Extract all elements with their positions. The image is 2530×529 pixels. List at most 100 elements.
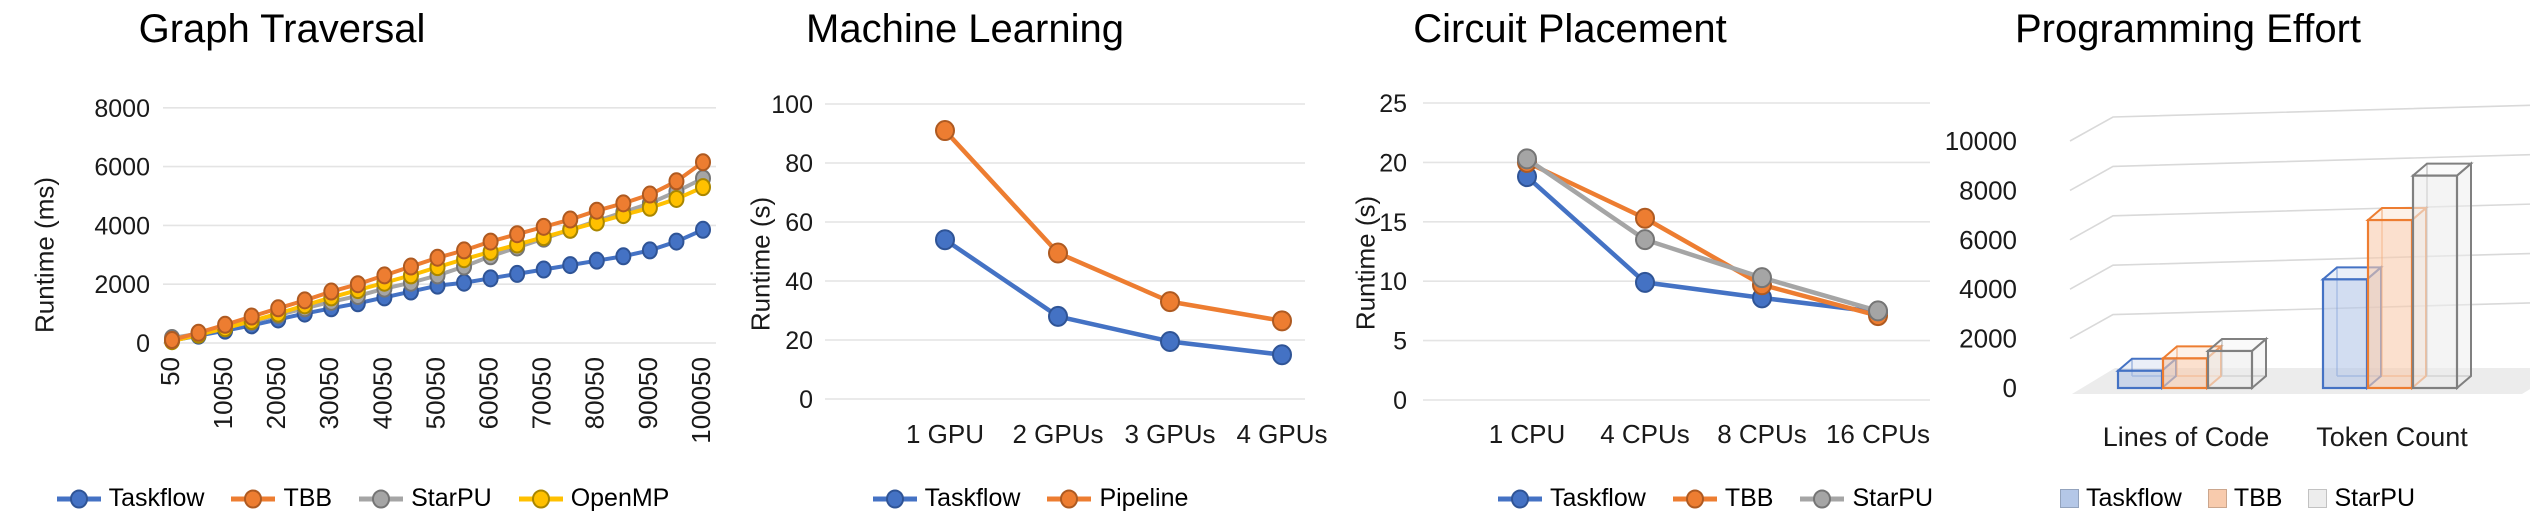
series-line-pipeline <box>943 129 1283 324</box>
chart-panel-machine-learning: Machine Learning Runtime (s) 0 20 40 60 80 10… <box>725 0 1335 529</box>
legend-swatch-starpu <box>2308 489 2328 508</box>
legend-item-tbb: TBB <box>1672 484 1773 513</box>
legend-label: TBB <box>283 484 333 512</box>
bar3d-taskflow-token-count-front-face <box>2321 278 2369 390</box>
data-point-pipeline <box>935 120 955 142</box>
series-line-taskflow <box>1525 174 1879 315</box>
data-point-taskflow <box>1635 271 1655 293</box>
data-point-pipeline <box>1160 291 1180 313</box>
data-point-taskflow <box>535 260 552 279</box>
x-tick-label: 10050 <box>208 357 238 429</box>
data-point-taskflow <box>1272 344 1292 366</box>
data-point-taskflow <box>935 229 955 251</box>
legend-label: StarPU <box>411 484 492 512</box>
data-point-tbb <box>164 331 180 350</box>
legend-dot <box>244 489 263 508</box>
chart-title: Circuit Placement <box>1413 7 1727 51</box>
y-tick-label: 80 <box>785 150 813 178</box>
legend-dot <box>1813 489 1832 508</box>
chart-title: Machine Learning <box>806 7 1124 51</box>
y-tick-label: 40 <box>785 268 813 296</box>
y-tick-label: 0 <box>799 386 813 414</box>
x-tick-label: 1 CPU <box>1489 419 1566 449</box>
data-point-tbb <box>641 185 658 204</box>
legend-item-taskflow: Taskflow <box>1497 484 1646 513</box>
bar3d-taskflow-lines-of-code-front-face <box>2116 369 2164 390</box>
gridline <box>2069 104 2530 142</box>
legend-marker-taskflow <box>1497 489 1542 508</box>
legend-swatch-taskflow <box>2059 489 2079 508</box>
data-point-tbb <box>429 248 446 267</box>
legend-item-tbb: TBB <box>230 484 332 513</box>
legend-label: StarPU <box>2334 484 2416 512</box>
legend-marker-taskflow <box>56 489 101 508</box>
y-tick-label: 15 <box>1379 209 1407 237</box>
data-point-tbb <box>402 257 419 276</box>
bar3d-tbb-token-count-front-face <box>2366 218 2414 390</box>
data-point-tbb <box>296 291 313 310</box>
x-tick-label: 80050 <box>580 357 610 429</box>
data-point-tbb <box>562 210 579 229</box>
series-line-taskflow <box>943 237 1283 357</box>
data-point-openmp <box>668 189 685 208</box>
x-tick-label: 90050 <box>633 357 663 429</box>
y-tick-label: 10000 <box>1945 126 2017 156</box>
x-tick-label: 8 CPUs <box>1717 419 1807 449</box>
y-tick-label: 4000 <box>1959 274 2017 304</box>
bar3d-starpu-token-count-front-face <box>2411 174 2459 390</box>
data-point-tbb <box>456 241 473 260</box>
legend-item-taskflow: Taskflow <box>56 484 204 513</box>
data-point-pipeline <box>1048 242 1068 264</box>
legend-dot <box>1060 489 1079 508</box>
data-point-starpu <box>1868 300 1888 322</box>
chart-title: Programming Effort <box>2014 7 2362 51</box>
legend-label: TBB <box>2233 484 2283 512</box>
data-point-tbb <box>270 299 287 318</box>
data-point-taskflow <box>641 241 658 260</box>
data-point-tbb <box>217 315 234 334</box>
plot-area: 0 5 10 15 20 25 1 CPU 4 CPUs 8 CPUs 16 CPUs <box>1379 90 1930 449</box>
data-point-openmp <box>695 178 711 197</box>
legend-dot <box>885 489 904 508</box>
legend-dot <box>372 489 391 508</box>
legend: Taskflow TBB StarPU OpenMP <box>0 484 725 513</box>
legend-item-starpu: StarPU <box>2308 484 2415 513</box>
legend-marker-pipeline <box>1047 489 1092 508</box>
y-tick-label: 60 <box>785 209 813 237</box>
plot-area: 0 20 40 60 80 100 1 GPU 2 GPUs 3 GPUs 4 GPUs <box>771 91 1327 449</box>
y-tick-label: 2000 <box>94 271 150 299</box>
y-tick-label: 5 <box>1393 328 1407 356</box>
bar3d-starpu-token-count-side-face <box>2456 161 2472 391</box>
data-point-taskflow <box>588 251 605 270</box>
x-tick-label: 16 CPUs <box>1826 419 1930 449</box>
data-point-taskflow <box>695 220 711 239</box>
x-tick-label: 100050 <box>686 357 716 444</box>
legend: Taskflow TBB StarPU <box>1945 484 2530 513</box>
data-point-starpu <box>1752 267 1772 289</box>
y-tick-label: 20 <box>1379 149 1407 177</box>
chart-title: Graph Traversal <box>138 7 426 51</box>
y-tick-label: 0 <box>2003 373 2017 403</box>
legend-marker-starpu <box>1800 489 1845 508</box>
data-point-taskflow <box>668 232 685 251</box>
legend-label: Taskflow <box>924 484 1021 512</box>
data-point-tbb <box>615 194 632 213</box>
y-tick-label: 0 <box>1393 387 1407 415</box>
data-point-tbb <box>323 282 340 301</box>
legend-label: StarPU <box>1852 484 1934 512</box>
bar3d-starpu-lines-of-code-front-face <box>2206 349 2254 390</box>
legend-item-openmp: OpenMP <box>518 484 669 513</box>
y-tick-label: 25 <box>1379 90 1407 118</box>
data-point-starpu <box>1517 148 1537 170</box>
x-tick-label: 50050 <box>420 357 450 429</box>
bar3d-tbb-lines-of-code-front-face <box>2161 357 2209 390</box>
x-tick-label: 20050 <box>261 357 291 429</box>
data-point-taskflow <box>562 256 579 275</box>
legend-dot <box>1510 489 1529 508</box>
legend-item-tbb: TBB <box>2207 484 2283 513</box>
data-point-tbb <box>588 201 605 220</box>
chart-panel-graph-traversal: Graph Traversal Runtime (ms) 0 2000 4000 60… <box>0 0 725 529</box>
data-point-taskflow <box>456 273 473 292</box>
legend-label: Taskflow <box>1549 484 1646 512</box>
